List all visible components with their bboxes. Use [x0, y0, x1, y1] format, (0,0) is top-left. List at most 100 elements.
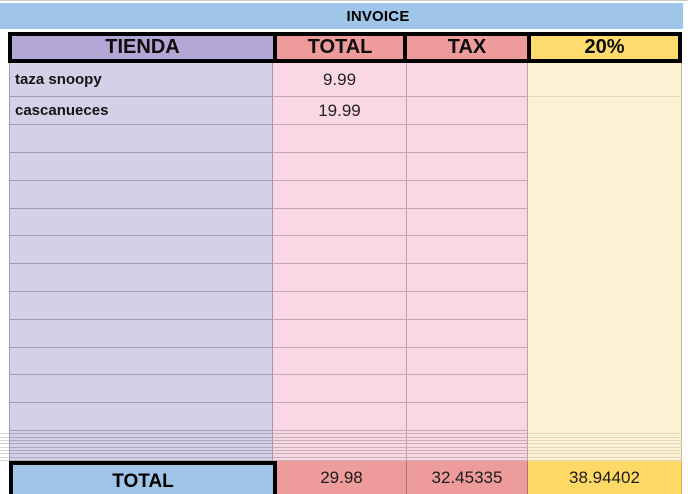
cell-tax[interactable]: [407, 97, 528, 125]
table-body: taza snoopy 9.99 cascanueces 19.99: [0, 63, 688, 461]
cell-20pct[interactable]: [528, 264, 682, 292]
table-row: [0, 348, 688, 375]
totals-row: TOTAL 29.98 32.45335 38.94402: [0, 461, 688, 494]
header-label-tienda: TIENDA: [105, 36, 180, 58]
footer-20pct-value[interactable]: 38.94402: [528, 461, 682, 494]
cell-20pct[interactable]: [528, 209, 682, 236]
cell-total[interactable]: 19.99: [273, 97, 407, 125]
cell-20pct[interactable]: [528, 236, 682, 264]
invoice-banner-cell[interactable]: INVOICE: [0, 3, 683, 29]
left-gutter: [0, 264, 9, 292]
left-gutter: [0, 450, 9, 455]
cell-tienda[interactable]: [9, 348, 273, 375]
cell-tax[interactable]: [407, 292, 528, 320]
cell-total[interactable]: [273, 320, 407, 348]
cell-tienda[interactable]: [9, 403, 273, 431]
cell-tienda[interactable]: taza snoopy: [9, 63, 273, 97]
cell-total[interactable]: [273, 348, 407, 375]
table-row: [0, 153, 688, 181]
left-gutter: [0, 444, 9, 448]
cell-total[interactable]: [273, 209, 407, 236]
header-label-total: TOTAL: [307, 36, 373, 58]
table-row: [0, 181, 688, 209]
header-cell-tienda[interactable]: TIENDA: [8, 32, 277, 63]
table-row-collapsed: [0, 440, 688, 445]
cell-total[interactable]: [273, 153, 407, 181]
cell-tienda[interactable]: cascanueces: [9, 97, 273, 125]
footer-total-value[interactable]: 29.98: [277, 461, 407, 494]
cell-tienda[interactable]: [9, 181, 273, 209]
left-gutter: [0, 403, 9, 431]
table-row: [0, 292, 688, 320]
cell-tienda[interactable]: [9, 209, 273, 236]
right-gutter: [682, 292, 688, 320]
cell-tax[interactable]: [407, 264, 528, 292]
cell-tax[interactable]: [407, 375, 528, 403]
left-gutter: [0, 181, 9, 209]
cell-tax[interactable]: [407, 236, 528, 264]
cell-total[interactable]: [273, 125, 407, 153]
left-gutter: [0, 292, 9, 320]
cell-tienda[interactable]: [9, 153, 273, 181]
header-cell-tax[interactable]: TAX: [403, 32, 531, 63]
cell-20pct[interactable]: [528, 63, 682, 97]
cell-tax[interactable]: [407, 209, 528, 236]
cell-20pct[interactable]: [528, 153, 682, 181]
cell-tax[interactable]: [407, 153, 528, 181]
left-gutter: [0, 440, 9, 445]
table-row: taza snoopy 9.99: [0, 63, 688, 97]
left-gutter: [0, 125, 9, 153]
cell-tax[interactable]: [407, 348, 528, 375]
right-gutter: [682, 348, 688, 375]
cell-20pct[interactable]: [528, 320, 682, 348]
cell-total[interactable]: [273, 375, 407, 403]
cell-tienda[interactable]: [9, 292, 273, 320]
table-row: [0, 209, 688, 236]
right-gutter: [682, 97, 688, 125]
table-row-collapsed: [0, 447, 688, 451]
cell-20pct[interactable]: [528, 181, 682, 209]
cell-total[interactable]: [273, 264, 407, 292]
footer-tax-value[interactable]: 32.45335: [407, 461, 528, 494]
left-gutter: [0, 209, 9, 236]
cell-tax[interactable]: [407, 63, 528, 97]
cell-tienda[interactable]: [9, 264, 273, 292]
right-gutter: [682, 320, 688, 348]
cell-20pct[interactable]: [528, 348, 682, 375]
cell-tax[interactable]: [407, 403, 528, 431]
cell-tax[interactable]: [407, 320, 528, 348]
left-gutter: [0, 236, 9, 264]
left-gutter: [0, 320, 9, 348]
cell-tienda[interactable]: [9, 125, 273, 153]
cell-total[interactable]: 9.99: [273, 63, 407, 97]
left-gutter: [0, 153, 9, 181]
header-label-20pct: 20%: [584, 36, 625, 58]
cell-20pct[interactable]: [528, 403, 682, 431]
left-gutter: [0, 461, 9, 494]
table-row: [0, 264, 688, 292]
footer-total-label-cell[interactable]: TOTAL: [9, 461, 277, 494]
cell-tienda[interactable]: [9, 320, 273, 348]
cell-20pct[interactable]: [528, 375, 682, 403]
cell-total[interactable]: [273, 181, 407, 209]
cell-total[interactable]: [273, 403, 407, 431]
table-row-collapsed: [0, 454, 688, 458]
right-gutter: [682, 403, 688, 431]
cell-tax[interactable]: [407, 181, 528, 209]
cell-20pct[interactable]: [528, 292, 682, 320]
cell-tax[interactable]: [407, 125, 528, 153]
cell-tienda[interactable]: [9, 236, 273, 264]
header-cell-total[interactable]: TOTAL: [273, 32, 407, 63]
table-row: [0, 375, 688, 403]
header-cell-20pct[interactable]: 20%: [527, 32, 682, 63]
cell-total[interactable]: [273, 236, 407, 264]
left-gutter: [0, 454, 9, 458]
table-row-collapsed: [0, 437, 688, 441]
table-row: [0, 320, 688, 348]
cell-20pct[interactable]: [528, 125, 682, 153]
cell-tienda[interactable]: [9, 375, 273, 403]
cell-20pct[interactable]: [528, 97, 682, 125]
cell-total[interactable]: [273, 292, 407, 320]
right-gutter: [682, 236, 688, 264]
